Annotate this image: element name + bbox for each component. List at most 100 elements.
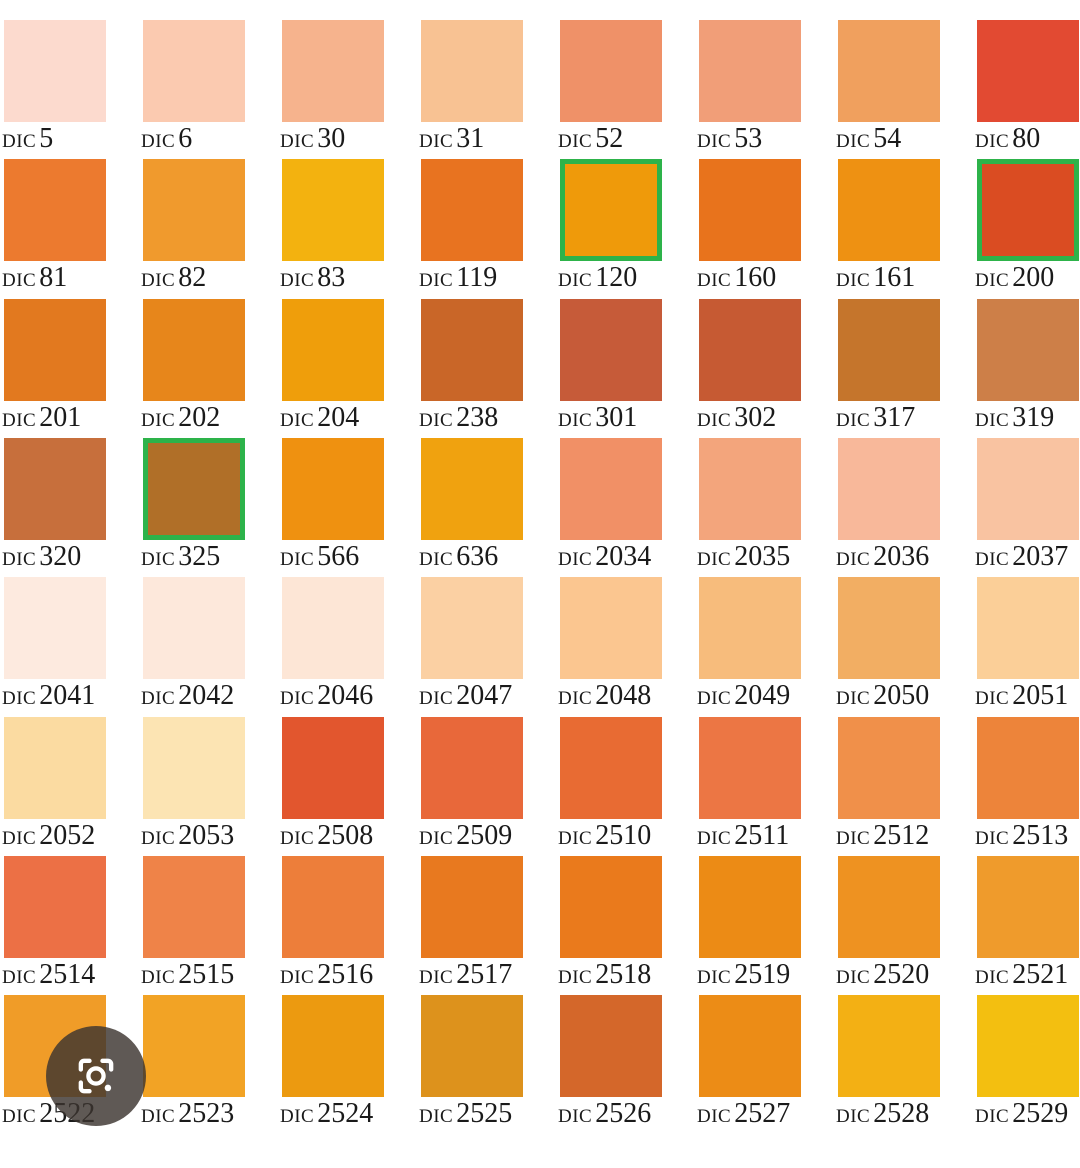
swatch-dic-6[interactable]: [143, 20, 245, 122]
lens-search-button[interactable]: [46, 1026, 146, 1126]
swatch-label: DIC 5: [2, 124, 53, 154]
swatch-dic-82[interactable]: [143, 159, 245, 262]
swatch-dic-238[interactable]: [421, 298, 523, 401]
swatch-dic-319[interactable]: [977, 298, 1079, 401]
label-prefix: DIC: [2, 1106, 37, 1128]
swatch-dic-2036[interactable]: [838, 437, 940, 540]
swatch-dic-119[interactable]: [421, 159, 523, 262]
swatch-dic-2051[interactable]: [977, 577, 1079, 680]
label-code: 301: [595, 401, 638, 433]
swatch-label: DIC 636: [419, 541, 498, 572]
label-code: 2518: [595, 958, 652, 990]
label-prefix: DIC: [419, 827, 454, 849]
label-prefix: DIC: [2, 827, 37, 849]
swatch-dic-2048[interactable]: [560, 577, 662, 680]
label-code: 2527: [734, 1098, 791, 1130]
label-prefix: DIC: [419, 409, 454, 431]
swatch-dic-2512[interactable]: [838, 716, 940, 819]
swatch-dic-566[interactable]: [282, 437, 384, 540]
label-code: 317: [873, 401, 916, 433]
label-prefix: DIC: [558, 1106, 593, 1128]
swatch-dic-5[interactable]: [4, 20, 106, 122]
swatch-label: DIC 2036: [836, 541, 929, 572]
swatch-label: DIC 319: [975, 402, 1054, 433]
label-code: 53: [734, 123, 763, 154]
swatch-dic-2524[interactable]: [282, 995, 384, 1098]
label-code: 2041: [39, 680, 96, 712]
swatch-dic-2526[interactable]: [560, 995, 662, 1098]
swatch-dic-2052[interactable]: [4, 716, 106, 819]
swatch-dic-2037[interactable]: [977, 437, 1079, 540]
label-code: 2052: [39, 819, 96, 851]
swatch-dic-636[interactable]: [421, 437, 523, 540]
swatch-dic-2521[interactable]: [977, 855, 1079, 958]
label-code: 30: [317, 123, 346, 154]
swatch-dic-2053[interactable]: [143, 716, 245, 819]
swatch-dic-301[interactable]: [560, 298, 662, 401]
swatch-dic-52[interactable]: [560, 20, 662, 122]
swatch-dic-2509[interactable]: [421, 716, 523, 819]
label-code: 2517: [456, 958, 513, 990]
swatch-dic-2517[interactable]: [421, 855, 523, 958]
swatch-dic-200[interactable]: [977, 159, 1079, 262]
swatch-dic-160[interactable]: [699, 159, 801, 262]
swatch-dic-320[interactable]: [4, 437, 106, 540]
label-code: 2525: [456, 1098, 513, 1130]
swatch-dic-80[interactable]: [977, 20, 1079, 122]
label-code: 2514: [39, 958, 96, 990]
swatch-dic-2515[interactable]: [143, 855, 245, 958]
swatch-dic-317[interactable]: [838, 298, 940, 401]
label-prefix: DIC: [558, 966, 593, 988]
label-prefix: DIC: [975, 1106, 1010, 1128]
label-code: 2515: [178, 958, 235, 990]
swatch-label: DIC 2517: [419, 958, 513, 990]
swatch-dic-2046[interactable]: [282, 577, 384, 680]
label-prefix: DIC: [836, 1106, 871, 1128]
swatch-label: DIC 2518: [558, 958, 652, 990]
swatch-dic-2527[interactable]: [699, 995, 801, 1098]
swatch-dic-81[interactable]: [4, 159, 106, 262]
swatch-dic-53[interactable]: [699, 20, 801, 122]
label-prefix: DIC: [280, 409, 315, 431]
swatch-dic-2049[interactable]: [699, 577, 801, 680]
swatch-dic-83[interactable]: [282, 159, 384, 262]
label-code: 2526: [595, 1098, 652, 1130]
swatch-dic-2035[interactable]: [699, 437, 801, 540]
label-code: 83: [317, 262, 346, 294]
swatch-dic-2508[interactable]: [282, 716, 384, 819]
swatch-dic-2511[interactable]: [699, 716, 801, 819]
swatch-dic-2518[interactable]: [560, 855, 662, 958]
swatch-dic-2514[interactable]: [4, 855, 106, 958]
swatch-dic-2042[interactable]: [143, 577, 245, 680]
label-code: 81: [39, 262, 68, 294]
swatch-dic-2529[interactable]: [977, 995, 1079, 1098]
swatch-dic-2520[interactable]: [838, 855, 940, 958]
label-prefix: DIC: [975, 966, 1010, 988]
swatch-dic-2516[interactable]: [282, 855, 384, 958]
swatch-label: DIC 119: [419, 263, 497, 293]
swatch-dic-161[interactable]: [838, 159, 940, 262]
swatch-dic-302[interactable]: [699, 298, 801, 401]
swatch-dic-325[interactable]: [143, 437, 245, 540]
swatch-dic-201[interactable]: [4, 298, 106, 401]
swatch-dic-2510[interactable]: [560, 716, 662, 819]
swatch-dic-2050[interactable]: [838, 577, 940, 680]
swatch-dic-2519[interactable]: [699, 855, 801, 958]
label-code: 2510: [595, 819, 652, 851]
swatch-dic-2034[interactable]: [560, 437, 662, 540]
swatch-dic-120[interactable]: [560, 159, 662, 262]
swatch-dic-202[interactable]: [143, 298, 245, 401]
swatch-dic-31[interactable]: [421, 20, 523, 122]
swatch-dic-2047[interactable]: [421, 577, 523, 680]
swatch-dic-2525[interactable]: [421, 995, 523, 1098]
swatch-label: DIC 53: [697, 124, 762, 154]
swatch-dic-2513[interactable]: [977, 716, 1079, 819]
swatch-dic-2041[interactable]: [4, 577, 106, 680]
label-prefix: DIC: [836, 409, 871, 431]
swatch-dic-204[interactable]: [282, 298, 384, 401]
label-code: 566: [317, 540, 360, 572]
swatch-dic-54[interactable]: [838, 20, 940, 122]
swatch-dic-30[interactable]: [282, 20, 384, 122]
swatch-dic-2523[interactable]: [143, 995, 245, 1098]
swatch-dic-2528[interactable]: [838, 995, 940, 1098]
